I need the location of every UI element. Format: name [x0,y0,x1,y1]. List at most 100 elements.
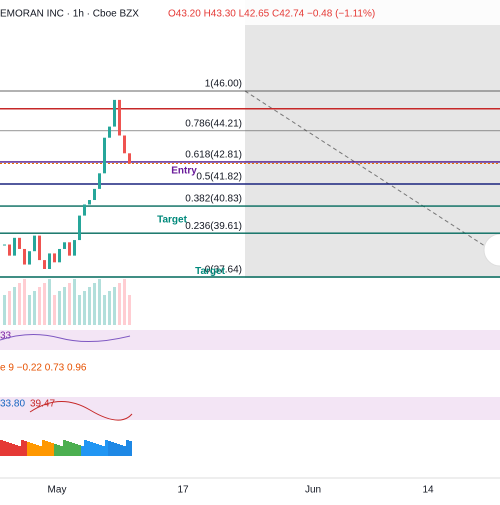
fib-label: 0.5(41.82) [196,172,242,183]
momentum-bar [24,441,27,456]
candle [93,188,96,201]
momentum-bar [81,446,84,456]
momentum-bar [12,444,15,456]
volume-bar [88,287,91,325]
momentum-bar [84,440,87,456]
candle [78,215,81,241]
momentum-bar [42,440,45,456]
volume-bar [8,291,11,325]
macd-values: e 9 −0.22 0.73 0.96 [0,363,87,374]
momentum-bar [87,441,90,456]
candle [68,242,71,256]
momentum-bar [21,440,24,456]
ohlc: O43.20 H43.30 L42.65 C42.74 −0.48 (−1.11… [168,9,375,20]
momentum-bar [27,442,30,456]
candle [73,240,76,256]
candle [63,242,66,249]
rsi-band [0,330,500,350]
volume-bar [43,283,46,325]
annotation: Target [195,266,225,277]
fib-label: 1(46.00) [205,79,242,90]
momentum-bar [99,445,102,456]
momentum-bar [90,442,93,456]
annotation: Entry [171,166,197,177]
candle [48,253,51,269]
fib-label: 0.236(39.61) [185,221,242,232]
momentum-bar [66,441,69,456]
momentum-bar [9,443,12,456]
header-bar [0,0,500,25]
candle [108,126,111,138]
volume-bar [23,279,26,325]
momentum-bar [129,441,132,456]
candle [8,244,11,256]
volume-bar [113,287,116,325]
momentum-bar [117,444,120,456]
volume-bar [128,295,131,325]
volume-bar [98,279,101,325]
stoch-line [29,401,133,421]
volume-bar [123,279,126,325]
momentum-bar [120,445,123,456]
fib-label: 0.786(44.21) [185,118,242,129]
candle [83,204,86,216]
x-label: 17 [177,485,189,496]
volume-bar [83,291,86,325]
volume-bar [68,283,71,325]
stoch-a: 33.80 [0,399,25,410]
candle [123,135,126,154]
momentum-bar [15,445,18,456]
momentum-bar [33,444,36,456]
momentum-bar [72,443,75,456]
candle [58,248,61,263]
momentum-bar [93,443,96,456]
volume-bar [28,295,31,325]
volume-bar [118,283,121,325]
volume-bar [48,279,51,325]
momentum-bar [105,440,108,456]
candle [38,235,41,261]
scroll-button[interactable] [483,233,500,267]
momentum-bar [114,443,117,456]
volume-bar [13,287,16,325]
volume-bar [58,291,61,325]
momentum-bar [45,441,48,456]
momentum-bar [102,446,105,456]
momentum-bar [96,444,99,456]
candle [33,235,36,252]
x-label: May [48,485,67,496]
momentum-bar [69,442,72,456]
momentum-bar [18,446,21,456]
volume-bar [78,295,81,325]
candle [23,248,26,265]
rsi-value: 33 [0,331,12,342]
trend-line [244,90,489,249]
stoch-band [0,397,500,420]
volume-bar [73,279,76,325]
candle [128,153,131,164]
momentum-bar [39,446,42,456]
candle [43,260,46,269]
future-shade [245,0,500,278]
momentum-bar [63,440,66,456]
momentum-bar [60,446,63,456]
volume-bar [93,283,96,325]
candle [103,137,106,174]
volume-bar [3,295,6,325]
momentum-bar [3,441,6,456]
fib-label: 0(37.64) [205,265,242,276]
momentum-bar [123,446,126,456]
momentum-bar [111,442,114,456]
candle [113,99,116,127]
volume-bar [33,291,36,325]
momentum-bar [57,445,60,456]
candle [28,251,31,265]
x-label: Jun [305,485,321,496]
momentum-bar [108,441,111,456]
fib-label: 0.382(40.83) [185,194,242,205]
momentum-bar [0,440,3,456]
candle [18,237,21,249]
volume-bar [38,287,41,325]
volume-bar [18,283,21,325]
x-label: 14 [422,485,434,496]
